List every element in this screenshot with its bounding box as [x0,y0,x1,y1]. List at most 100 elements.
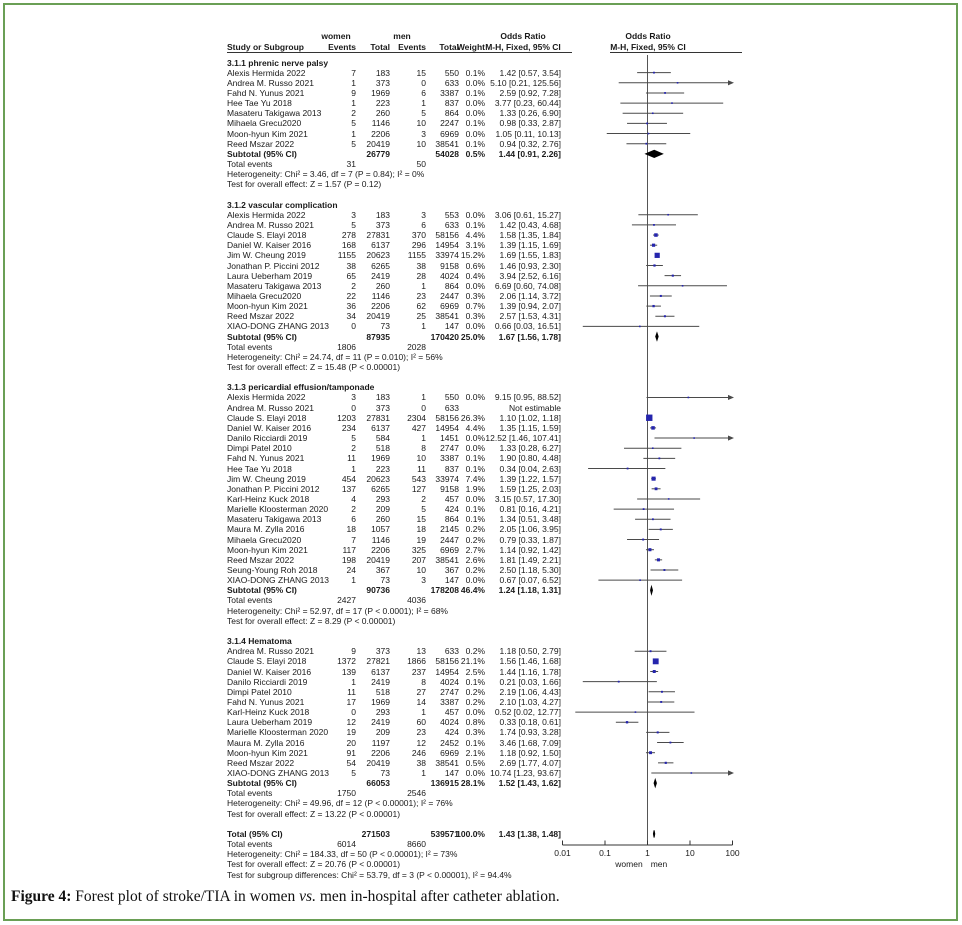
caption-text-a: Forest plot of stroke/TIA in women [71,888,300,905]
study-row: Fahd N. Yunus 2021 9 1969 6 3387 0.1% 2.59 [0.… [0,88,962,98]
weight: 0.2% [465,524,485,535]
or-marker [647,132,650,135]
or-ci-text: 2.05 [1.06, 3.95] [499,524,561,535]
total-women-header: Total [370,42,390,52]
weight: 0.0% [465,98,485,109]
study-row: Reed Mszar 2022 5 20419 10 38541 0.1% 0.94 [0.… [0,139,962,149]
total-events-label: Total events [227,595,273,606]
study-name: Karl-Heinz Kuck 2018 [227,707,310,718]
study-row: Andrea M. Russo 2021 9 373 13 633 0.2% 1.18 [0… [0,646,962,656]
weight: 0.1% [465,219,485,230]
total-men: 38541 [435,554,459,565]
or-ci-text: 1.39 [1.15, 1.69] [499,240,561,251]
events-men: 28 [416,270,426,281]
weight: 0.0% [465,209,485,220]
study-row: Masateru Takigawa 2013 2 260 5 864 0.0% 1.33 [… [0,108,962,118]
events-women: 139 [341,666,356,677]
axis-tick-label: 0.1 [599,848,611,858]
stats-text: Heterogeneity: Chi² = 52.97, df = 17 (P … [227,605,448,616]
total-men: 14954 [435,422,459,433]
events-men: 1 [421,768,426,778]
subgroup-header-row: 3.1.2 vascular complication [0,200,962,210]
weight: 46.4% [460,585,485,596]
favours-men-label: men [651,859,668,869]
events-women: 278 [341,230,356,241]
events-men: 1866 [407,656,426,667]
or-marker [671,102,673,104]
or-marker [634,711,637,713]
total-men: 550 [444,392,459,403]
study-row: Andrea M. Russo 2021 0 373 0 633 Not estimabl… [0,403,962,413]
subtotal-row: Subtotal (95% CI) 90736 178208 46.4% 1.24 [1… [0,585,962,595]
events-men: 10 [416,565,426,575]
or-marker [654,487,658,491]
total-men: 2447 [440,534,459,545]
events-women: 65 [346,270,356,281]
subgroup-title: 3.1.4 Hematoma [227,636,292,647]
study-row: Daniel W. Kaiser 2016 234 6137 427 14954 4.4%… [0,423,962,433]
events-women: 198 [341,554,356,565]
total-events-row: Total events 2427 4036 [0,595,962,605]
weight: 4.4% [465,230,485,241]
stats-text-row: Test for overall effect: Z = 8.29 (P < 0… [0,616,962,626]
total-men: 1451 [440,433,459,444]
or-marker [639,325,641,328]
total-men: 58156 [435,230,459,241]
events-men-header: Events [398,42,426,52]
study-name: Mihaela Grecu2020 [227,118,302,129]
subtotal-diamond [650,584,654,596]
study-name: Moon-hyun Kim 2021 [227,544,308,555]
total-events-label: Total events [227,341,273,352]
weight: 0.1% [465,676,485,687]
or-marker [652,658,659,665]
total-men: 178208 [430,585,459,596]
or-ci-text: 3.46 [1.68, 7.09] [499,737,561,748]
study-row: Moon-hyun Kim 2021 91 2206 246 6969 2.1% 1.18 … [0,748,962,758]
or-ci-text: 1.69 [1.55, 1.83] [499,250,561,261]
weight: 0.5% [465,757,485,768]
events-women: 19 [346,727,356,738]
study-row: Dimpi Patel 2010 11 518 27 2747 0.2% 2.19 [1.0… [0,687,962,697]
total-men: 2747 [440,686,459,697]
or-marker [664,92,666,94]
total-women: 260 [375,108,390,119]
events-women: 1 [351,128,356,139]
study-name: Masateru Takigawa 2013 [227,514,322,525]
total-men: 147 [444,321,459,332]
total-men: 4024 [440,676,459,687]
study-row: Claude S. Elayi 2018 278 27831 370 58156 4.4%… [0,230,962,240]
stats-text-row: Test for overall effect: Z = 1.57 (P = 0… [0,179,962,189]
events-men: 370 [411,230,426,241]
events-men: 10 [416,118,426,129]
study-name: Mihaela Grecu2020 [227,534,302,545]
total-events-women: 31 [346,159,356,169]
events-women: 9 [351,646,356,657]
study-name: Seung-Young Roh 2018 [227,565,318,575]
total-women: 183 [375,209,390,220]
total-women: 183 [375,67,390,78]
study-name: XIAO-DONG ZHANG 2013 [227,575,330,586]
total-events-men: 4036 [407,595,426,606]
study-name: Andrea M. Russo 2021 [227,646,314,657]
or-marker [661,690,663,693]
total-women: 2419 [371,717,390,728]
weight: 0.0% [465,108,485,119]
study-name: Jim W. Cheung 2019 [227,250,306,261]
weight: 0.2% [465,696,485,707]
events-women: 5 [351,138,356,149]
study-row: Reed Mszar 2022 54 20419 38 38541 0.5% 2.69 [1… [0,758,962,768]
weight: 0.1% [465,67,485,78]
study-row: Reed Mszar 2022 34 20419 25 38541 0.3% 2.57 [1… [0,311,962,321]
total-women: 73 [380,321,390,332]
or-ci-text: 0.81 [0.16, 4.21] [499,504,561,515]
figure-caption: Figure 4: Forest plot of stroke/TIA in w… [11,888,560,906]
events-women: 137 [341,483,356,494]
total-women: 20419 [366,311,390,322]
total-women: 27831 [366,230,390,241]
events-women-header: Events [328,42,356,52]
study-name: Reed Mszar 2022 [227,311,295,322]
study-row: Masateru Takigawa 2013 6 260 15 864 0.1% 1.34 … [0,514,962,524]
study-row: Moon-hyun Kim 2021 117 2206 325 6969 2.7% 1.14… [0,545,962,555]
stats-text-row: Heterogeneity: Chi² = 24.74, df = 11 (P … [0,352,962,362]
events-women: 18 [346,524,356,535]
